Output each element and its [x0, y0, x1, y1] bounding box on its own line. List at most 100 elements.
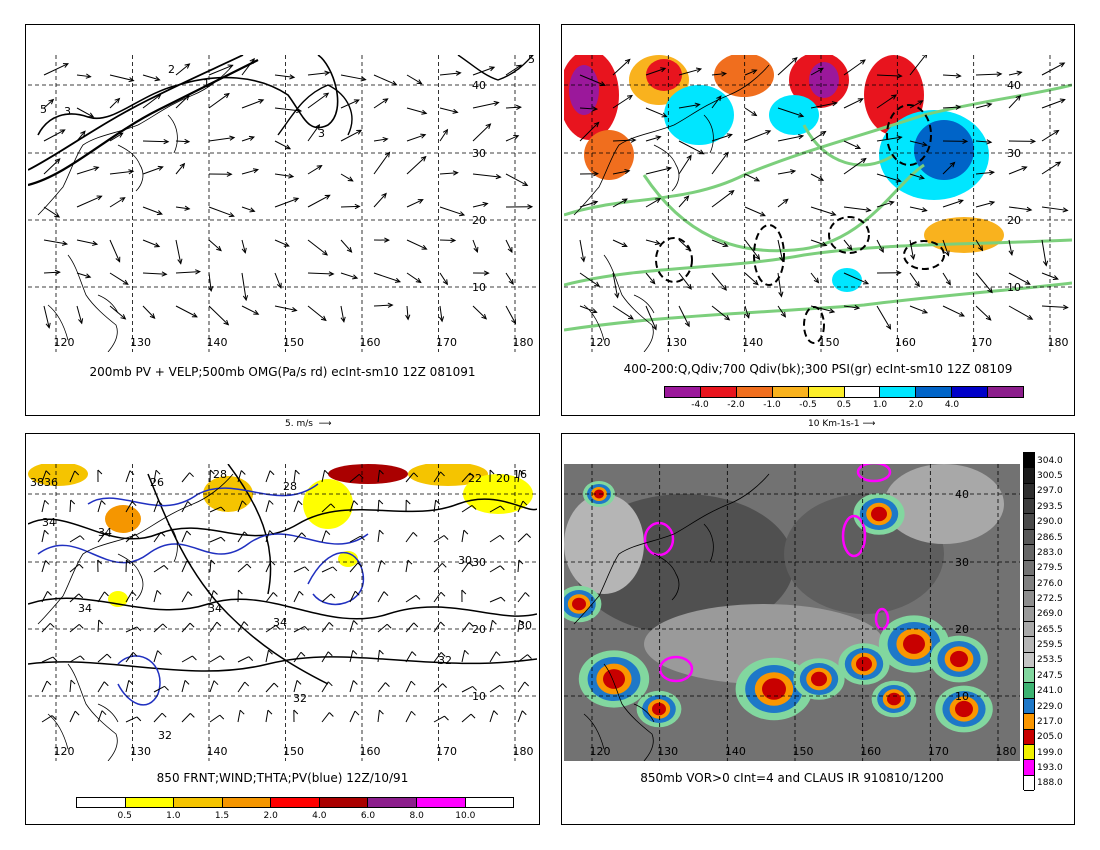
wind-barb — [209, 506, 222, 513]
wind-barb-flag — [213, 680, 219, 686]
wind-barb-flag — [164, 685, 169, 691]
wind-vector — [612, 272, 619, 298]
lat-tick-label: 10 — [472, 281, 486, 294]
contour-label: 32 — [438, 654, 452, 667]
wind-barb — [69, 655, 81, 663]
wind-barb-flag — [411, 651, 417, 656]
wind-vector — [274, 239, 289, 247]
pv-contour — [307, 551, 364, 605]
colorbar-swatch — [1024, 560, 1034, 576]
wind-barb-flag — [70, 679, 76, 685]
wind-vector-head — [790, 169, 797, 175]
wind-barb — [181, 591, 189, 603]
wind-vector-head — [384, 151, 391, 158]
wind-vector — [340, 173, 353, 182]
wind-vector — [975, 305, 992, 321]
wind-vector — [876, 74, 902, 77]
wind-barb — [433, 500, 437, 513]
wind-vector-head — [495, 173, 502, 180]
wind-vector — [777, 170, 796, 175]
wind-barb — [237, 710, 241, 723]
wind-vector — [241, 272, 247, 301]
wind-barb-flag — [471, 505, 477, 510]
wind-vector — [439, 72, 461, 76]
map-p2: 120 130 140 150 160 170 180 40 30 20 10 — [564, 55, 1072, 352]
ir-cloud-gray — [884, 464, 1004, 544]
wind-barb — [349, 535, 361, 543]
wind-barb-flag — [270, 560, 276, 566]
wind-barb-flag — [411, 710, 416, 716]
wind-vector — [711, 95, 722, 109]
wind-vector — [439, 172, 458, 175]
wind-barb — [153, 712, 163, 723]
colorbar-swatch — [1024, 606, 1034, 622]
wind-barb — [461, 472, 471, 483]
colorbar-swatch — [1024, 775, 1034, 791]
wind-vector-head — [896, 73, 903, 79]
wind-vector-head — [685, 245, 692, 252]
wind-vector-head — [324, 70, 331, 76]
wind-vector-head — [684, 321, 690, 328]
wind-barb — [181, 530, 188, 543]
wind-vector-head — [227, 64, 234, 70]
wind-vector-head — [522, 181, 529, 187]
wind-vector — [76, 107, 94, 118]
wind-vector-head — [1016, 70, 1023, 76]
colorbar-label: 241.0 — [1037, 686, 1063, 697]
wind-barb — [181, 680, 186, 693]
wind-vector-head — [888, 200, 895, 206]
wind-vector — [472, 102, 499, 109]
qdiv-contour — [655, 237, 693, 283]
wind-vector — [843, 98, 863, 109]
wind-barb-flag — [499, 535, 505, 540]
wind-vector-head — [820, 130, 827, 137]
wind-barb — [349, 500, 355, 513]
colorbar-swatch — [988, 387, 1024, 397]
wind-barb — [489, 684, 501, 693]
wind-vector-head — [387, 302, 394, 308]
wind-vector-head — [289, 74, 296, 80]
colorbar-label: 247.5 — [1037, 670, 1063, 681]
qdiv-contour — [753, 224, 785, 286]
contour-label: 1 — [203, 77, 210, 90]
colorbar-swatch — [1024, 729, 1034, 745]
wind-vector-head — [821, 241, 828, 247]
wind-barb-flag — [435, 499, 441, 505]
contour-label: 34 — [42, 516, 56, 529]
wind-vector — [208, 64, 233, 76]
frnt-shade — [328, 464, 408, 484]
wind-barb-flag — [440, 621, 445, 627]
wind-barb — [405, 472, 415, 483]
wind-vector — [373, 138, 388, 142]
wind-barb — [349, 650, 354, 663]
wind-vector — [76, 166, 99, 175]
colorbar-label: 283.0 — [1037, 547, 1063, 558]
wind-vector — [340, 239, 352, 253]
wind-vector — [645, 107, 667, 117]
wind-barb-flag — [239, 709, 245, 715]
wind-vector-head — [511, 318, 517, 325]
wind-vector — [579, 272, 600, 287]
wind-barb-flag — [522, 500, 528, 506]
wind-barb-flag — [210, 469, 215, 475]
wind-vector — [109, 74, 134, 82]
wind-barb-flag — [74, 470, 80, 476]
wind-vector — [909, 206, 927, 212]
wind-barb — [377, 530, 380, 543]
wind-barb — [405, 594, 417, 603]
wind-barb — [489, 565, 501, 573]
wind-vector — [975, 272, 993, 293]
wind-barb — [125, 591, 133, 603]
wind-vector — [909, 100, 923, 109]
wind-vector-head — [258, 98, 265, 104]
wind-vector-head — [442, 279, 448, 286]
wind-vector — [579, 201, 598, 208]
wind-vector — [744, 239, 760, 260]
wind-barb-flag — [248, 656, 254, 662]
wind-vector — [406, 156, 427, 175]
wind-vector-head — [96, 195, 103, 201]
wind-barb-flag — [358, 473, 364, 479]
wind-barb — [489, 651, 497, 663]
wind-barb-flag — [78, 563, 84, 569]
wind-barb-flag — [97, 469, 103, 475]
